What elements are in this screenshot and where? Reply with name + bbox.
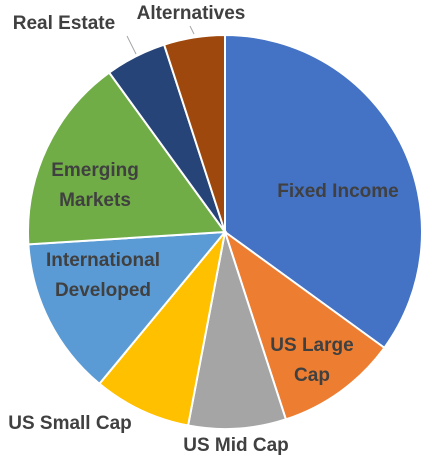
pie-slice — [223, 229, 386, 421]
pie-slice — [162, 33, 226, 233]
slice-label: Alternatives — [136, 3, 246, 24]
leader-line — [126, 35, 137, 55]
slice-label: US Mid Cap — [183, 435, 289, 456]
pie-slice — [224, 33, 423, 350]
pie-slice — [98, 231, 226, 427]
pie-slice — [27, 71, 227, 246]
slice-label: US Large Cap — [270, 335, 354, 386]
slice-label: US Small Cap — [8, 413, 132, 434]
slice-label: Fixed Income — [277, 181, 399, 202]
slice-label: Real Estate — [12, 13, 116, 34]
slice-label: Emerging Markets — [51, 160, 139, 211]
leader-line — [189, 25, 195, 35]
pie-slice — [186, 231, 288, 430]
slice-label: International Developed — [45, 250, 160, 301]
pie-slice — [27, 230, 228, 386]
